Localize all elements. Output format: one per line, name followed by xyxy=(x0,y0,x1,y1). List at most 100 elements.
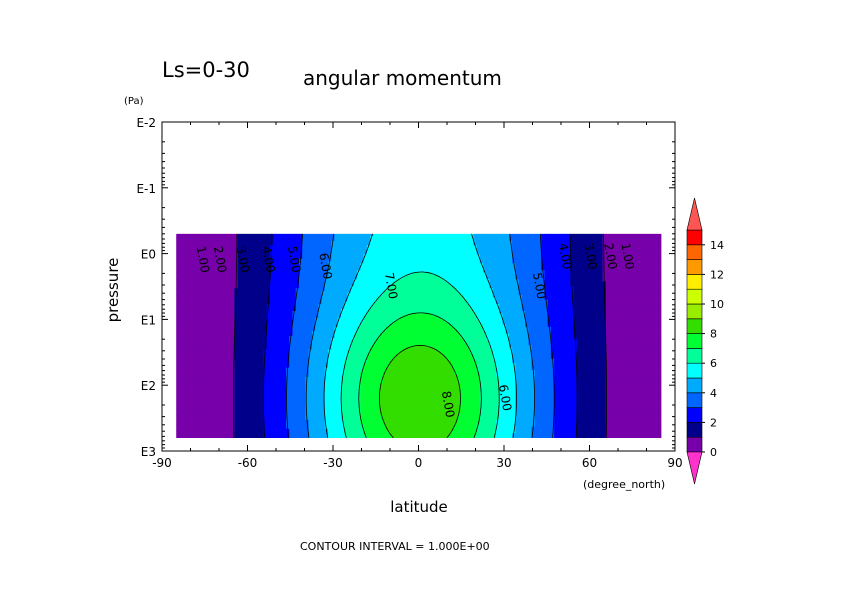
contour-cell xyxy=(321,319,326,323)
contour-cell xyxy=(244,276,248,280)
contour-cell xyxy=(195,408,200,412)
contour-cell xyxy=(282,295,287,298)
contour-cell xyxy=(192,369,197,373)
contour-cell xyxy=(337,351,342,355)
contour-cell xyxy=(282,390,287,394)
contour-cell xyxy=(253,267,258,271)
contour-cell xyxy=(205,381,210,385)
contour-cell xyxy=(257,428,261,432)
contour-cell xyxy=(198,236,203,239)
contour-cell xyxy=(218,292,223,296)
contour-cell xyxy=(344,356,349,360)
contour-cell xyxy=(198,310,203,314)
contour-cell xyxy=(176,236,181,239)
contour-cell xyxy=(202,261,206,264)
contour-cell xyxy=(224,353,229,357)
contour-cell xyxy=(324,331,329,335)
contour-cell xyxy=(182,279,187,283)
contour-cell xyxy=(276,401,281,405)
contour-cell xyxy=(195,365,200,369)
contour-cell xyxy=(337,233,342,237)
contour-cell xyxy=(328,281,332,285)
contour-cell xyxy=(298,397,303,400)
contour-cell xyxy=(315,392,319,396)
contour-cell xyxy=(337,401,342,405)
contour-cell xyxy=(208,431,213,434)
contour-cell xyxy=(321,378,326,382)
contour-cell xyxy=(257,272,261,276)
contour-cell xyxy=(279,288,284,292)
contour-cell xyxy=(195,274,200,278)
contour-cell xyxy=(279,331,284,335)
contour-cell xyxy=(302,322,307,326)
contour-cell xyxy=(257,383,261,387)
contour-cell xyxy=(179,431,184,434)
contour-cell xyxy=(205,367,210,371)
contour-cell xyxy=(334,247,339,251)
contour-cell xyxy=(202,428,206,432)
contour-cell xyxy=(350,383,355,387)
contour-cell xyxy=(286,274,290,278)
contour-cell xyxy=(227,367,232,371)
contour-cell xyxy=(282,299,287,303)
contour-cell xyxy=(353,299,358,303)
contour-cell xyxy=(176,338,181,341)
contour-cell xyxy=(253,385,258,389)
contour-cell xyxy=(221,356,226,360)
contour-cell xyxy=(279,419,284,423)
contour-cell xyxy=(221,392,226,396)
contour-cell xyxy=(205,412,210,416)
contour-cell xyxy=(269,390,274,394)
contour-cell xyxy=(295,433,300,437)
contour-cell xyxy=(340,351,345,355)
contour-cell xyxy=(198,376,203,380)
contour-cell xyxy=(266,288,271,292)
contour-cell xyxy=(215,256,219,260)
contour-cell xyxy=(182,329,187,332)
contour-cell xyxy=(350,365,355,369)
contour-cell xyxy=(182,349,187,353)
contour-cell xyxy=(257,406,261,409)
contour-cell xyxy=(311,335,316,339)
contour-cell xyxy=(286,383,290,387)
contour-cell xyxy=(269,392,274,396)
contour-cell xyxy=(273,365,277,369)
contour-cell xyxy=(260,331,265,335)
contour-cell xyxy=(185,415,190,419)
contour-cell xyxy=(224,281,229,285)
contour-cell xyxy=(218,347,223,351)
contour-cell xyxy=(347,285,352,289)
contour-cell xyxy=(195,360,200,364)
contour-cell xyxy=(337,238,342,242)
contour-cell xyxy=(331,406,336,409)
contour-cell xyxy=(298,238,303,242)
contour-cell xyxy=(340,403,345,407)
contour-cell xyxy=(211,267,216,271)
contour-cell xyxy=(260,251,265,255)
contour-cell xyxy=(321,251,326,255)
contour-cell xyxy=(311,315,316,319)
contour-cell xyxy=(302,249,307,253)
contour-cell xyxy=(237,401,242,405)
contour-cell xyxy=(221,412,226,416)
contour-cell xyxy=(286,270,290,273)
contour-cell xyxy=(244,254,248,258)
contour-cell xyxy=(244,310,248,314)
contour-cell xyxy=(350,290,355,294)
contour-cell xyxy=(315,412,319,416)
contour-cell xyxy=(305,365,310,369)
contour-cell xyxy=(269,374,274,378)
contour-cell xyxy=(295,326,300,330)
contour-cell xyxy=(311,381,316,385)
contour-cell xyxy=(331,367,336,371)
contour-cell xyxy=(315,372,319,375)
contour-cell xyxy=(205,317,210,321)
contour-cell xyxy=(289,270,294,273)
contour-cell xyxy=(260,360,265,364)
contour-cell xyxy=(353,306,358,310)
contour-cell xyxy=(240,353,245,357)
contour-cell xyxy=(263,356,268,360)
contour-cell xyxy=(289,435,294,438)
contour-cell xyxy=(337,319,342,323)
contour-cell xyxy=(350,326,355,330)
